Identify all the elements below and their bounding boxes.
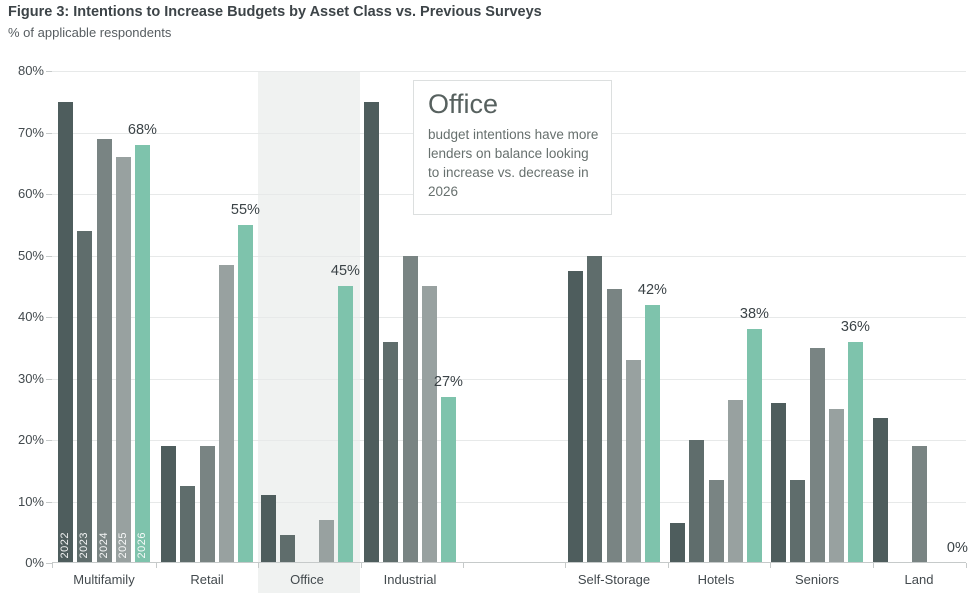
bar-seniors-2025 (828, 409, 844, 563)
x-axis-label-industrial: Industrial (383, 572, 437, 587)
bar-self-storage-2022 (568, 270, 584, 563)
bar-year-label-2024: 2024 (97, 531, 110, 558)
y-axis-tick-60 (46, 194, 52, 195)
x-axis-tick-1 (155, 563, 157, 568)
y-axis-label-50: 50% (17, 247, 44, 263)
y-axis-tick-30 (46, 378, 52, 380)
bar-retail-2023 (180, 486, 196, 563)
bar-retail-2026 (237, 224, 253, 563)
gridline-40 (52, 317, 966, 318)
y-axis-tick-40 (46, 317, 52, 318)
y-axis-tick-50 (46, 255, 52, 257)
y-axis-label-0: 0% (25, 555, 44, 570)
figure-subtitle: % of applicable respondents (8, 25, 172, 40)
y-axis-tick-80 (46, 71, 52, 72)
y-axis-tick-20 (46, 440, 52, 441)
y-axis-label-20: 20% (17, 432, 44, 447)
x-axis-label-hotels: Hotels (697, 572, 735, 587)
x-axis-tick-8 (872, 563, 874, 568)
x-axis-label-seniors: Seniors (794, 572, 840, 587)
bar-self-storage-2025 (625, 360, 641, 563)
bar-land-2024 (911, 446, 927, 563)
bar-industrial-2025 (421, 286, 437, 563)
annotation-heading: Office (428, 89, 499, 119)
bar-office-2025 (318, 519, 334, 563)
bar-year-label-2022: 2022 (59, 531, 72, 558)
annotation-body: budget intentions have more lenders on b… (428, 127, 599, 200)
gridline-80 (52, 71, 966, 72)
x-axis-label-self-storage: Self-Storage (577, 572, 651, 587)
y-axis-label-40: 40% (17, 309, 44, 324)
bar-hotels-2026 (746, 329, 762, 563)
x-axis-tick-7 (770, 563, 771, 568)
x-axis-label-multifamily: Multifamily (73, 572, 135, 587)
value-label-multifamily: 68% (127, 121, 157, 138)
value-label-land: 0% (946, 540, 968, 556)
bar-hotels-2022 (670, 523, 686, 563)
bar-multifamily-2023: 2023 (77, 230, 93, 563)
y-axis-label-30: 30% (17, 370, 44, 386)
bar-hotels-2025 (727, 400, 743, 563)
bar-seniors-2022 (771, 403, 787, 563)
gridline-20 (52, 440, 966, 441)
bar-self-storage-2023 (587, 255, 603, 563)
y-axis-tick-10 (46, 501, 52, 503)
x-axis-tick-0 (52, 563, 53, 568)
y-axis-label-10: 10% (17, 493, 44, 509)
bar-office-2022 (261, 495, 277, 563)
x-axis-tick-9 (966, 563, 967, 568)
x-axis-tick-5 (565, 563, 566, 568)
value-label-office: 45% (330, 263, 360, 280)
value-label-hotels: 38% (739, 306, 769, 323)
y-axis-label-80: 80% (17, 63, 44, 78)
bar-year-label-2026: 2026 (135, 531, 148, 558)
bar-industrial-2023 (383, 341, 399, 563)
bar-hotels-2024 (708, 479, 724, 563)
bar-multifamily-2024: 2024 (96, 138, 112, 563)
x-axis-label-land: Land (904, 572, 934, 587)
y-axis-tick-0 (46, 563, 52, 564)
office-annotation-callout: Office budget intentions have more lende… (413, 80, 612, 215)
value-label-industrial: 27% (433, 373, 463, 390)
x-axis-label-retail: Retail (190, 572, 224, 587)
y-axis-tick-70 (46, 132, 52, 134)
bar-retail-2024 (199, 446, 215, 563)
x-axis-tick-6 (667, 563, 669, 568)
bar-office-2026 (337, 286, 353, 563)
value-label-retail: 55% (230, 201, 260, 218)
y-axis-label-70: 70% (17, 124, 44, 140)
bar-office-2023 (280, 535, 296, 563)
bar-chart-plot-area: Office budget intentions have more lende… (18, 63, 968, 593)
bar-seniors-2023 (790, 479, 806, 563)
bar-hotels-2023 (689, 440, 705, 563)
x-axis-baseline (52, 562, 966, 563)
bar-seniors-2026 (847, 341, 863, 563)
bar-multifamily-2022: 2022 (58, 101, 74, 563)
bar-industrial-2024 (402, 255, 418, 563)
bar-industrial-2022 (364, 101, 380, 563)
bar-industrial-2026 (440, 396, 456, 563)
y-axis-label-60: 60% (17, 186, 44, 201)
bar-self-storage-2026 (644, 304, 660, 563)
x-axis-label-office: Office (290, 572, 324, 587)
gridline-50 (52, 255, 966, 257)
bar-multifamily-2025: 2025 (115, 157, 131, 563)
x-axis-tick-2 (258, 563, 259, 568)
gridline-10 (52, 501, 966, 503)
bar-retail-2022 (161, 446, 177, 563)
bar-year-label-2023: 2023 (78, 531, 91, 558)
x-axis-tick-4 (463, 563, 464, 568)
bar-seniors-2024 (809, 347, 825, 563)
value-label-seniors: 36% (840, 318, 870, 335)
bar-land-2022 (873, 418, 889, 563)
figure-title: Figure 3: Intentions to Increase Budgets… (8, 4, 542, 20)
value-label-self-storage: 42% (637, 281, 667, 298)
bar-multifamily-2026: 2026 (134, 144, 150, 563)
x-axis-tick-3 (360, 563, 362, 568)
bar-year-label-2025: 2025 (116, 531, 129, 558)
gridline-30 (52, 378, 966, 380)
bar-retail-2025 (218, 264, 234, 563)
bar-self-storage-2024 (606, 289, 622, 563)
